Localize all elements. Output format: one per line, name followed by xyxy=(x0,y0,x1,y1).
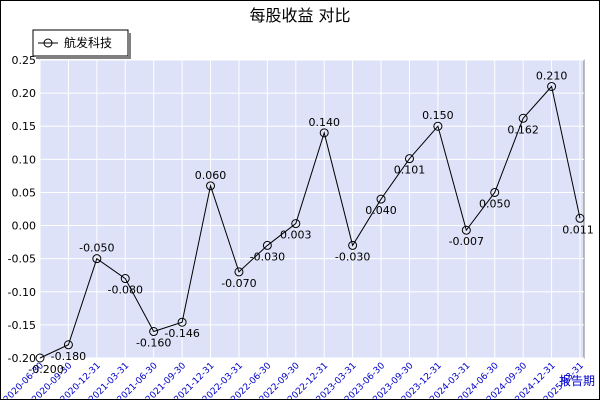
data-point xyxy=(490,187,500,197)
data-label: -0.050 xyxy=(79,242,114,255)
data-point xyxy=(461,225,471,235)
y-tick-label: -0.10 xyxy=(8,286,36,299)
data-point xyxy=(291,219,301,229)
data-point xyxy=(234,267,244,277)
data-label: 0.050 xyxy=(479,197,511,210)
data-label: -0.007 xyxy=(449,235,484,248)
data-label: 0.060 xyxy=(195,169,227,182)
y-axis: 0.25 0.20 0.15 0.10 0.05 0.00 -0.05 -0.10 -0.15 -… xyxy=(8,54,36,365)
data-label: -0.080 xyxy=(108,284,143,297)
legend-entry: 航发科技 xyxy=(64,35,112,50)
data-label: 0.162 xyxy=(507,123,539,136)
y-tick-label: 0.05 xyxy=(12,186,37,199)
data-point xyxy=(149,327,159,337)
data-point xyxy=(575,213,585,223)
y-tick-label: 0.25 xyxy=(12,54,37,67)
x-axis: 2020-06-302020-09-302020-12-312021-03-31… xyxy=(2,361,586,400)
data-label: -0.160 xyxy=(136,337,171,350)
data-point xyxy=(63,340,73,350)
grid-lines xyxy=(39,59,584,359)
y-tick-label: -0.05 xyxy=(8,253,36,266)
data-label: -0.030 xyxy=(250,250,285,263)
y-tick-label: 0.20 xyxy=(12,87,37,100)
data-point xyxy=(433,121,443,131)
x-axis-label: 报告期 xyxy=(559,373,595,388)
y-tick-label: 0.10 xyxy=(12,153,37,166)
y-tick-label: 0.15 xyxy=(12,120,37,133)
data-point xyxy=(319,128,329,138)
data-label: 0.003 xyxy=(280,229,312,242)
series-line xyxy=(39,85,581,359)
data-label: -0.030 xyxy=(335,250,370,263)
data-label: -0.146 xyxy=(164,327,199,340)
y-tick-label: 0.00 xyxy=(12,220,37,233)
chart-title: 每股收益 对比 xyxy=(249,6,350,25)
data-point xyxy=(518,113,528,123)
data-point xyxy=(376,194,386,204)
data-label: -0.070 xyxy=(221,277,256,290)
data-point xyxy=(348,240,358,250)
legend-marker-icon xyxy=(43,38,53,48)
y-tick-label: -0.20 xyxy=(8,352,36,365)
data-label: 0.101 xyxy=(394,164,426,177)
series-line-group: -0.200-0.180 -0.050 -0.080 -0.160-0.146 0.06… xyxy=(28,69,593,376)
legend: 航发科技 xyxy=(32,29,131,59)
data-point xyxy=(262,240,272,250)
data-label: 0.011 xyxy=(562,223,594,236)
legend-shadow-bottom xyxy=(36,56,131,59)
data-label: 0.150 xyxy=(422,109,454,122)
y-tick-label: -0.15 xyxy=(8,319,36,332)
data-label: -0.200 xyxy=(28,363,63,376)
plot-area xyxy=(39,59,585,359)
data-point xyxy=(35,353,45,363)
data-point xyxy=(206,181,216,191)
data-label: 0.140 xyxy=(308,116,340,129)
data-point xyxy=(92,254,102,264)
data-label: 0.210 xyxy=(536,69,568,82)
data-label: -0.180 xyxy=(51,350,86,363)
data-point xyxy=(547,81,557,91)
data-point xyxy=(120,274,130,284)
data-point xyxy=(177,317,187,327)
data-label: 0.040 xyxy=(365,204,397,217)
data-point xyxy=(404,154,414,164)
legend-shadow xyxy=(128,33,131,59)
